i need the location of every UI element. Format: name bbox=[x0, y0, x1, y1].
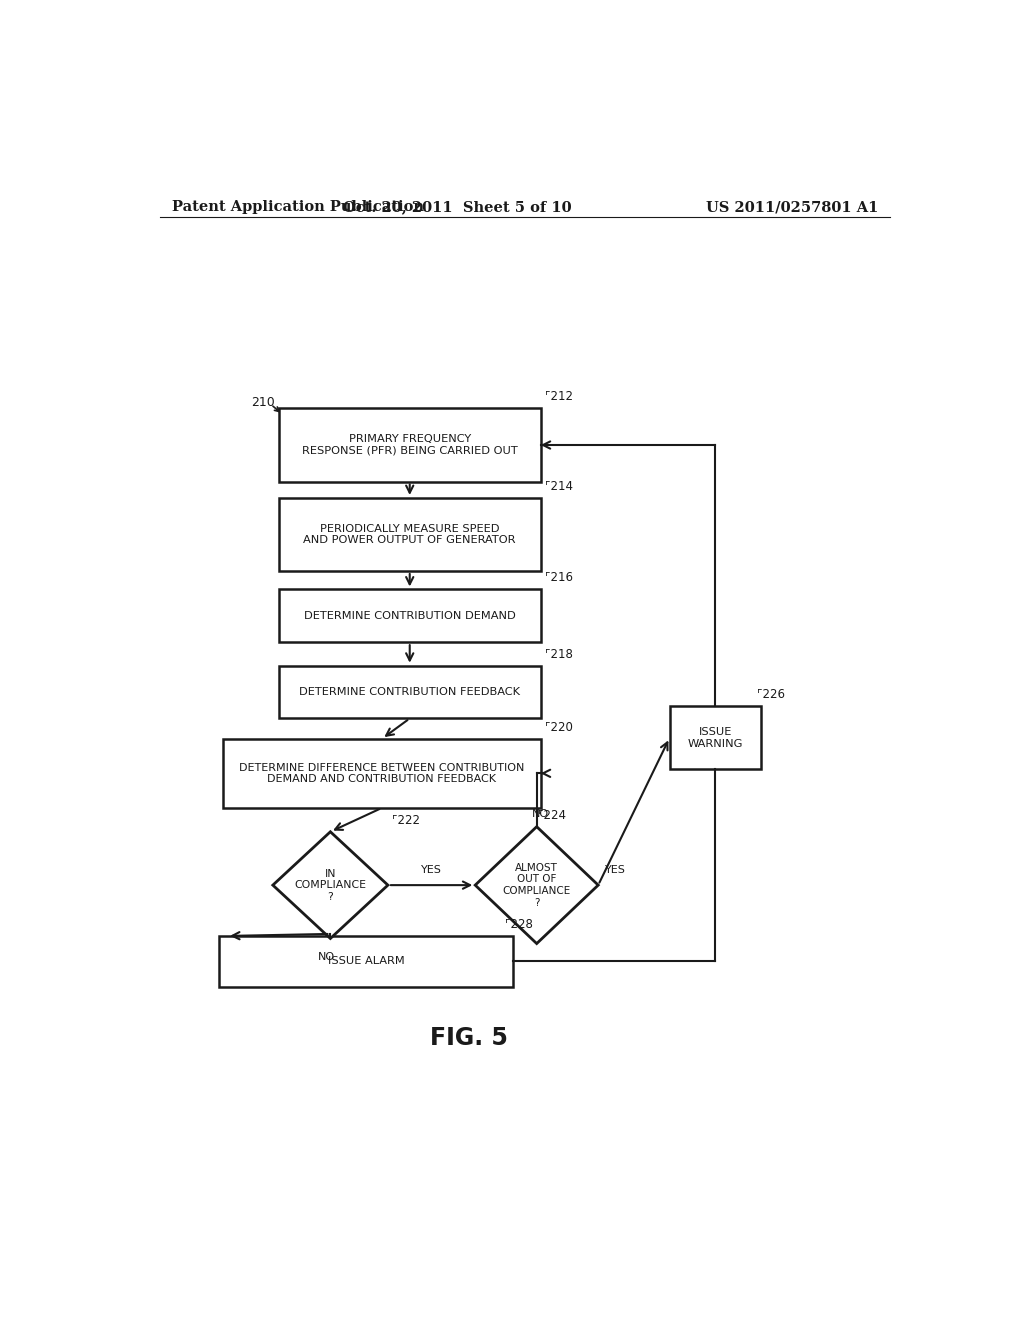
Text: ISSUE ALARM: ISSUE ALARM bbox=[328, 957, 404, 966]
Text: PERIODICALLY MEASURE SPEED
AND POWER OUTPUT OF GENERATOR: PERIODICALLY MEASURE SPEED AND POWER OUT… bbox=[303, 524, 516, 545]
Text: US 2011/0257801 A1: US 2011/0257801 A1 bbox=[706, 201, 878, 214]
Text: Patent Application Publication: Patent Application Publication bbox=[172, 201, 424, 214]
FancyBboxPatch shape bbox=[219, 936, 513, 987]
Text: ⌜220: ⌜220 bbox=[545, 721, 572, 734]
Text: ⌜228: ⌜228 bbox=[505, 917, 532, 931]
Polygon shape bbox=[475, 826, 598, 944]
Text: PRIMARY FREQUENCY
RESPONSE (PFR) BEING CARRIED OUT: PRIMARY FREQUENCY RESPONSE (PFR) BEING C… bbox=[302, 434, 517, 455]
Polygon shape bbox=[272, 832, 388, 939]
Text: NO: NO bbox=[317, 952, 335, 962]
Text: DETERMINE CONTRIBUTION DEMAND: DETERMINE CONTRIBUTION DEMAND bbox=[304, 611, 516, 620]
Text: ⌜222: ⌜222 bbox=[392, 813, 420, 826]
Text: ⌜212: ⌜212 bbox=[545, 391, 572, 404]
Text: Oct. 20, 2011  Sheet 5 of 10: Oct. 20, 2011 Sheet 5 of 10 bbox=[343, 201, 571, 214]
Text: 210: 210 bbox=[251, 396, 274, 409]
Text: DETERMINE DIFFERENCE BETWEEN CONTRIBUTION
DEMAND AND CONTRIBUTION FEEDBACK: DETERMINE DIFFERENCE BETWEEN CONTRIBUTIO… bbox=[240, 763, 524, 784]
Text: NO: NO bbox=[532, 809, 549, 818]
Text: ⌜216: ⌜216 bbox=[545, 572, 572, 585]
Text: YES: YES bbox=[604, 865, 626, 875]
Text: ⌜214: ⌜214 bbox=[545, 479, 572, 492]
Text: ALMOST
OUT OF
COMPLIANCE
?: ALMOST OUT OF COMPLIANCE ? bbox=[503, 863, 570, 908]
Text: ISSUE
WARNING: ISSUE WARNING bbox=[687, 727, 743, 748]
Text: ⌜224: ⌜224 bbox=[539, 809, 566, 821]
FancyBboxPatch shape bbox=[279, 665, 541, 718]
FancyBboxPatch shape bbox=[223, 739, 541, 808]
Text: FIG. 5: FIG. 5 bbox=[430, 1026, 508, 1049]
FancyBboxPatch shape bbox=[279, 589, 541, 643]
Text: YES: YES bbox=[421, 865, 442, 875]
Text: IN
COMPLIANCE
?: IN COMPLIANCE ? bbox=[294, 869, 367, 902]
Text: DETERMINE CONTRIBUTION FEEDBACK: DETERMINE CONTRIBUTION FEEDBACK bbox=[299, 686, 520, 697]
FancyBboxPatch shape bbox=[279, 498, 541, 572]
Text: ⌜226: ⌜226 bbox=[757, 688, 785, 701]
Text: ⌜218: ⌜218 bbox=[545, 648, 572, 660]
FancyBboxPatch shape bbox=[670, 706, 761, 770]
FancyBboxPatch shape bbox=[279, 408, 541, 482]
